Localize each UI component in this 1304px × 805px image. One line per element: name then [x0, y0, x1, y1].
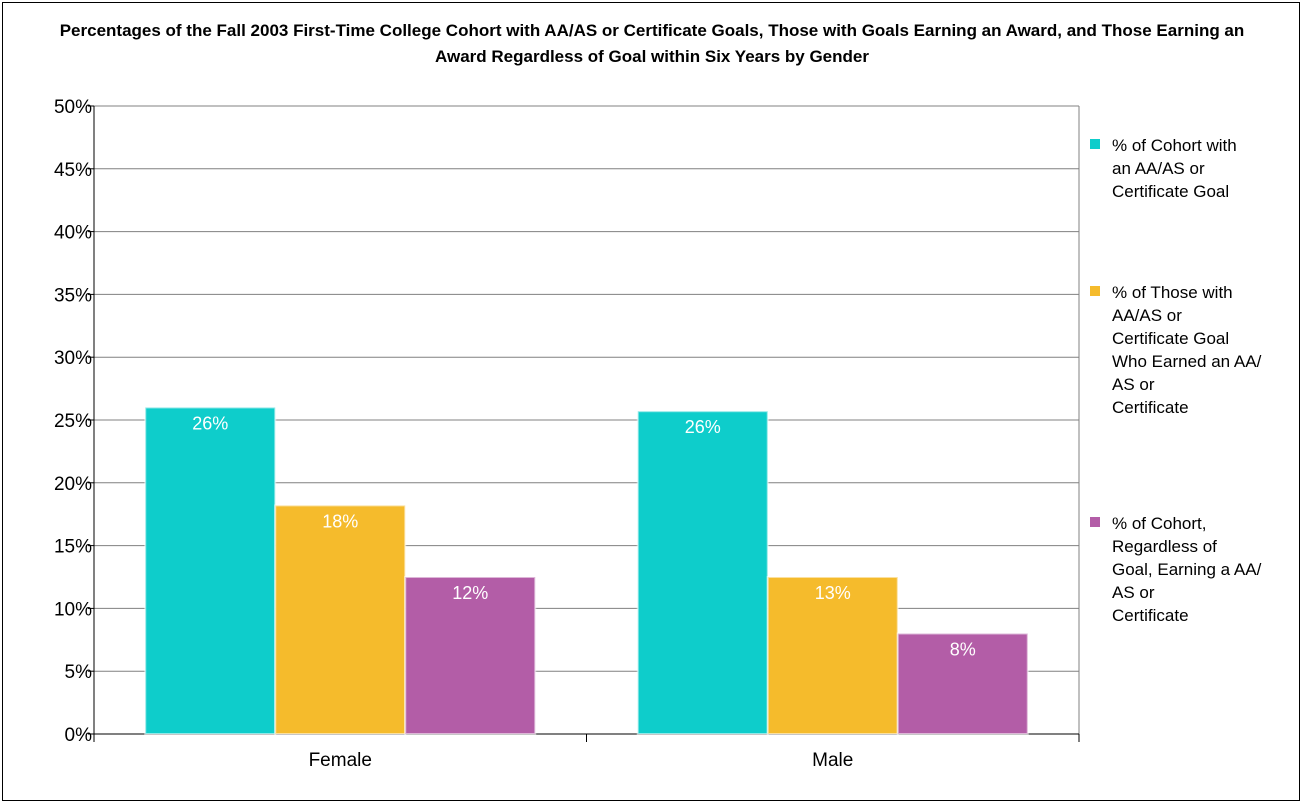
bar-data-label: 12% — [452, 583, 488, 603]
bar — [144, 406, 277, 735]
legend-label: % of Cohort, Regardless of Goal, Earning… — [1112, 514, 1262, 625]
x-tick-label: Male — [812, 750, 853, 771]
legend-swatch — [1090, 517, 1100, 527]
bar — [404, 576, 537, 735]
y-tick-label: 35% — [54, 285, 92, 306]
bar-data-label: 8% — [950, 640, 976, 660]
y-tick-label: 40% — [54, 223, 92, 244]
bar-data-label: 26% — [192, 413, 228, 433]
y-tick-label: 10% — [54, 599, 92, 620]
legend-label: % of Cohort with an AA/AS or Certificate… — [1112, 136, 1237, 201]
legend-swatch — [1090, 286, 1100, 296]
y-tick-label: 20% — [54, 474, 92, 495]
bar — [766, 576, 899, 735]
bar — [896, 632, 1029, 736]
y-tick-label: 45% — [54, 160, 92, 181]
legend-swatch — [1090, 139, 1100, 149]
bar-data-label: 13% — [815, 583, 851, 603]
x-tick-label: Female — [309, 750, 372, 771]
chart-title: Percentages of the Fall 2003 First-Time … — [59, 21, 1245, 66]
bar-data-label: 26% — [685, 417, 721, 437]
legend-label: % of Those with AA/AS or Certificate Goa… — [1112, 283, 1262, 417]
y-tick-label: 5% — [65, 662, 93, 683]
y-tick-label: 30% — [54, 348, 92, 369]
bar — [636, 410, 769, 735]
y-tick-label: 15% — [54, 537, 92, 558]
bar-data-label: 18% — [322, 511, 358, 531]
y-tick-label: 50% — [54, 97, 92, 118]
bar — [274, 504, 407, 735]
y-tick-label: 25% — [54, 411, 92, 432]
y-tick-label: 0% — [65, 725, 93, 746]
